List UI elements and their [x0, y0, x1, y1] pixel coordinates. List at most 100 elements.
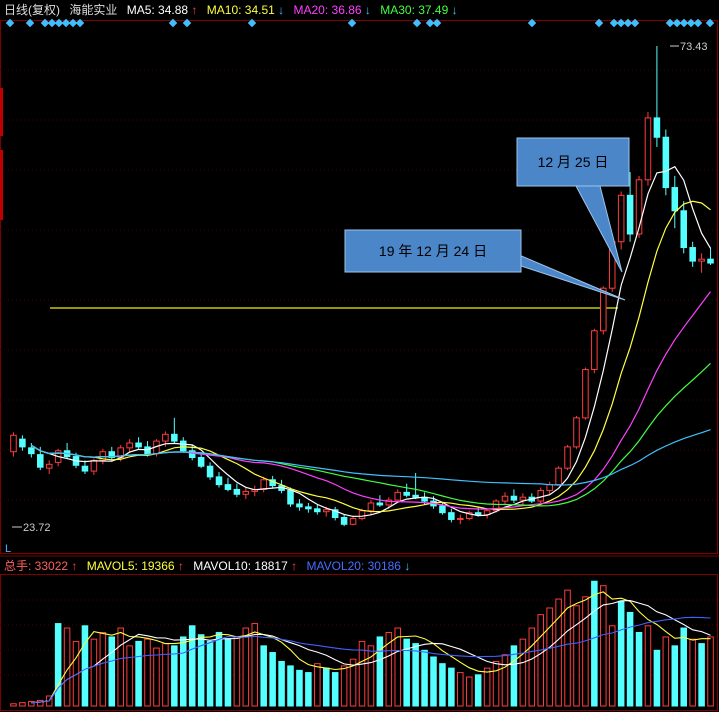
ma10-line [30, 200, 711, 513]
volume-bar [54, 623, 62, 707]
volume-bar [626, 611, 634, 707]
volume-bar [117, 627, 124, 707]
volume-bar [188, 625, 196, 707]
candle-body [626, 194, 634, 235]
volume-bar [108, 636, 116, 707]
volume-bar [224, 638, 232, 707]
candle-body [233, 488, 241, 495]
volume-bar [81, 625, 89, 707]
ma60-line [30, 429, 711, 486]
volume-bar [439, 663, 446, 707]
candle-body [28, 447, 35, 455]
event-diamond [425, 18, 435, 28]
volume-bar [376, 636, 384, 707]
volume-bar [591, 580, 598, 707]
volume-bar [421, 649, 428, 707]
volume-bar [314, 663, 321, 707]
left-axis-marker [0, 88, 3, 136]
volume-bar [287, 665, 294, 707]
volume-bar [564, 589, 571, 707]
candle-body [564, 446, 571, 469]
callout-dec-25-text: 12 月 25 日 [538, 154, 609, 170]
volume-bar [269, 652, 276, 707]
candle-body [224, 484, 232, 490]
callout-dec-24-pointer [510, 250, 626, 301]
candle-body [376, 502, 384, 506]
candle-body [260, 479, 267, 490]
callout-dec-25-pointer [575, 185, 623, 273]
candle-body [546, 484, 553, 491]
volume-bar [197, 634, 205, 707]
volume-bar [617, 600, 625, 707]
candle-body [135, 442, 142, 448]
callout-dec-25-box [516, 137, 630, 187]
volume-bar [340, 665, 348, 707]
period-label[interactable]: 日线(复权) [4, 3, 60, 17]
volume-bar [662, 636, 670, 707]
candle-body [19, 438, 26, 448]
event-diamond [25, 18, 35, 28]
volume-bar [671, 645, 679, 707]
volume-bar [519, 638, 527, 707]
candle-body [305, 506, 312, 510]
event-diamond [47, 18, 57, 28]
volume-bar [707, 636, 714, 707]
event-diamond [40, 18, 50, 28]
scale-mark: L [5, 543, 11, 555]
candle-body [108, 451, 116, 459]
volume-bar [403, 638, 410, 707]
candle-body [662, 136, 670, 189]
candle-body [591, 330, 598, 370]
volume-bar [653, 649, 661, 707]
callout-dec-24: 19 年 12 月 24 日 [344, 229, 626, 301]
volume-bar [385, 631, 393, 707]
volume-bar [37, 699, 44, 707]
volume-moving-averages [31, 591, 711, 704]
candle-body [90, 459, 98, 472]
volume-bar [242, 627, 250, 707]
volume-bar [528, 627, 536, 707]
event-diamond [412, 18, 422, 28]
volume-bar [689, 638, 696, 707]
volume-bar [483, 667, 491, 707]
event-diamond [432, 18, 442, 28]
volume-bar [305, 672, 312, 707]
volume-bar [474, 674, 482, 707]
volume-bar [349, 658, 357, 707]
candle-body [537, 489, 545, 502]
volume-bar [537, 614, 545, 707]
candle-body [81, 465, 89, 472]
candle-body [617, 194, 625, 243]
event-diamond [347, 18, 357, 28]
candle-body [10, 434, 17, 453]
volume-bar [90, 638, 98, 707]
candle-body [439, 505, 446, 514]
candle-body [367, 502, 375, 512]
volume-bar [573, 605, 580, 707]
volume-bar [501, 654, 509, 707]
candle-body [457, 517, 464, 520]
candle-body [492, 500, 500, 512]
candle-body [510, 495, 518, 501]
volume-bar [215, 631, 223, 707]
volume-bar [367, 645, 375, 707]
candle-body [671, 187, 679, 212]
mavol5-line [31, 591, 711, 704]
candle-body [287, 489, 294, 505]
volume-bar [555, 598, 562, 707]
candle-body [296, 503, 303, 508]
volume-bar [510, 645, 518, 707]
volume-bar [358, 640, 366, 707]
candle-body [171, 433, 178, 442]
candle-body [179, 440, 187, 452]
volume-bar [608, 625, 616, 707]
candle-body [349, 517, 357, 525]
price-moving-averages [30, 165, 712, 518]
mavol5-legend: MAVOL5: 19366 ↑ [86, 559, 184, 573]
ma30-line [30, 362, 711, 507]
candle-body [573, 417, 580, 448]
candle-body [555, 467, 562, 486]
volume-bar [600, 585, 607, 707]
